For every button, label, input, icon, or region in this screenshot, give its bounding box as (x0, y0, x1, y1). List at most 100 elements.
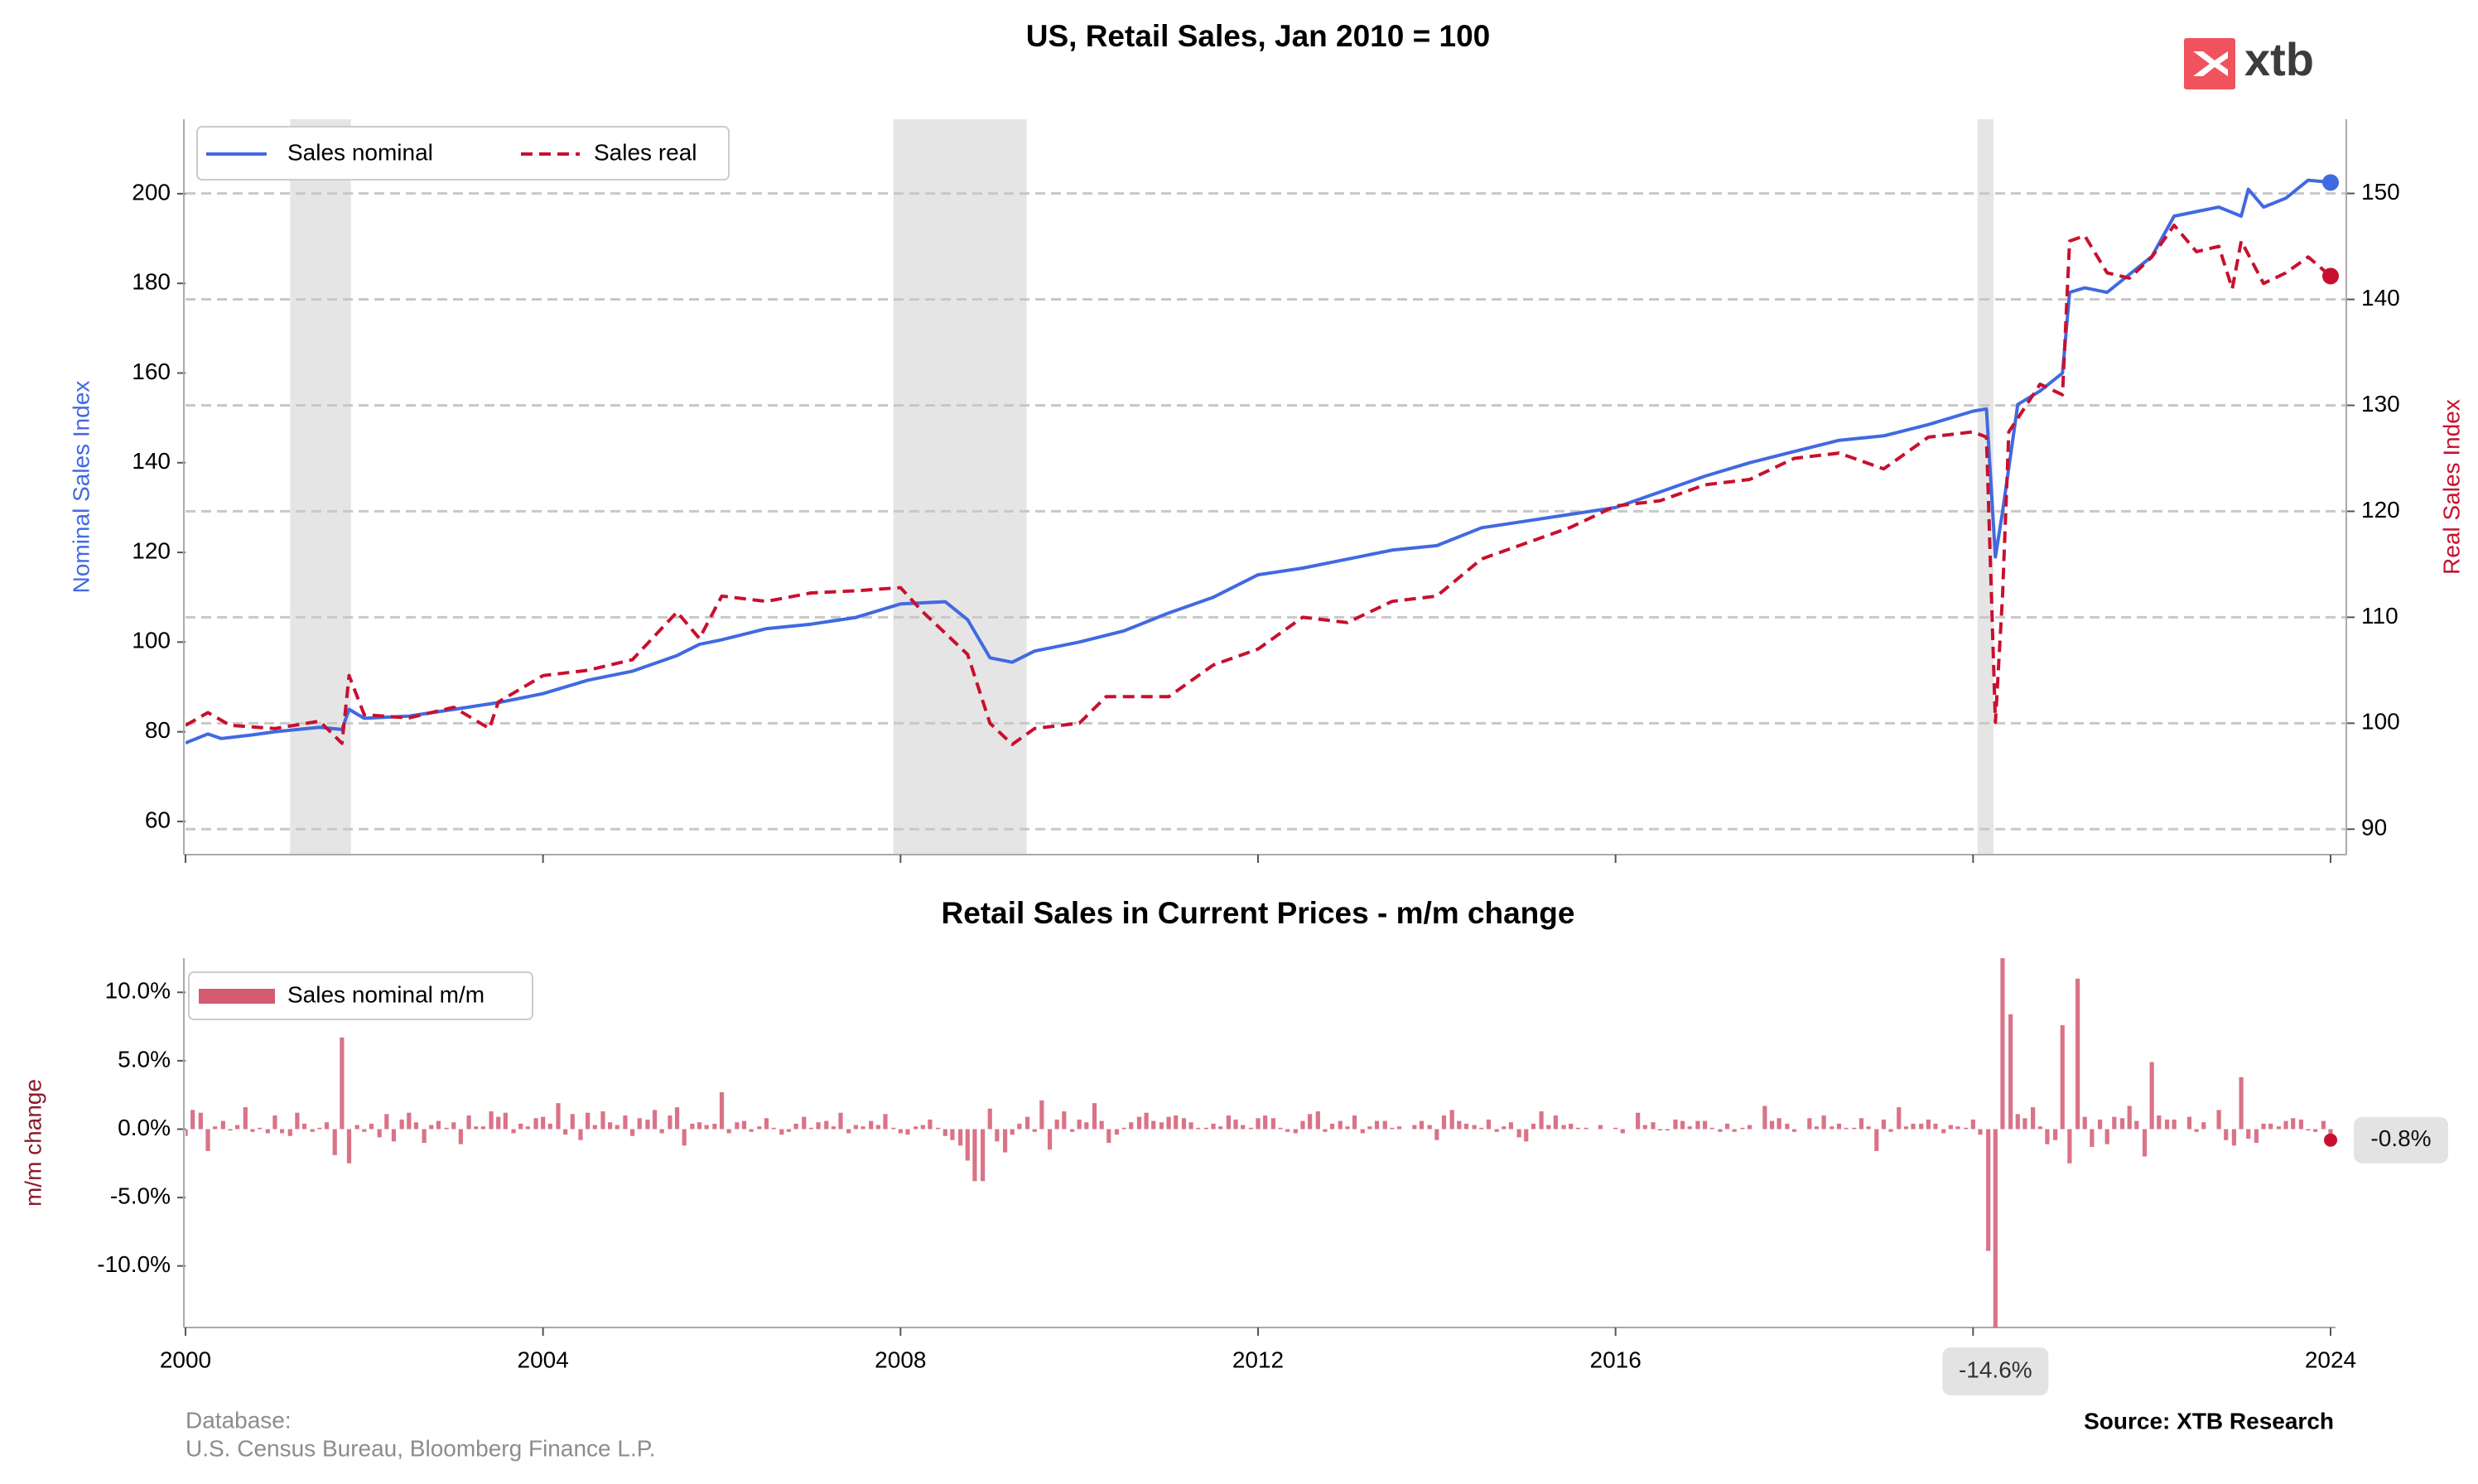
bar (2194, 1129, 2199, 1132)
bar (1211, 1123, 1216, 1130)
bar (1584, 1127, 1589, 1130)
bar (1084, 1122, 1089, 1130)
y-tick-label: 140 (132, 448, 171, 474)
bar (205, 1129, 210, 1151)
y2-axis-label: Real Sales Index (2438, 399, 2464, 575)
bar (1024, 1116, 1030, 1130)
bar (1144, 1112, 1149, 1130)
bar (340, 1037, 345, 1130)
bar (2157, 1115, 2162, 1130)
y2-tick-label: 120 (2361, 497, 2400, 523)
bar (511, 1129, 516, 1134)
bar (2031, 1107, 2036, 1130)
bar (1546, 1125, 1551, 1130)
bar (1069, 1129, 1075, 1132)
bar (1821, 1115, 1826, 1130)
bar (2008, 1014, 2013, 1130)
bar (1718, 1129, 1723, 1132)
bar (712, 1123, 717, 1130)
bar (1911, 1123, 1916, 1130)
bar (1740, 1127, 1745, 1130)
bar (1047, 1129, 1053, 1150)
background-layer (186, 119, 2346, 855)
bar (981, 1129, 986, 1182)
bar (1218, 1126, 1223, 1130)
bar (525, 1126, 530, 1130)
bar (1970, 1119, 1975, 1130)
bar (220, 1120, 225, 1130)
bar (1106, 1129, 1111, 1143)
bar (213, 1126, 218, 1130)
bar (690, 1123, 695, 1130)
legend-label: Sales real (594, 139, 697, 165)
bar (719, 1091, 725, 1130)
bar (1472, 1125, 1477, 1130)
bar (771, 1127, 776, 1130)
bar (1575, 1127, 1580, 1130)
bar (1329, 1123, 1335, 1130)
bar (1502, 1126, 1507, 1130)
bar (2104, 1129, 2109, 1144)
bar (186, 1129, 188, 1136)
bar (1665, 1129, 1670, 1131)
shaded-period (1977, 119, 1994, 855)
bar (629, 1129, 635, 1136)
bar (2246, 1129, 2251, 1140)
bar (1494, 1129, 1499, 1132)
bar (816, 1122, 821, 1130)
bar (645, 1119, 650, 1130)
bar (936, 1127, 941, 1130)
bar (1129, 1122, 1134, 1130)
bar (1226, 1115, 1231, 1130)
bar (1673, 1119, 1678, 1130)
bar (1062, 1111, 1067, 1130)
bar (2172, 1119, 2177, 1130)
bar (1814, 1126, 1820, 1130)
bar (965, 1129, 970, 1161)
legend: Sales nominal m/m (188, 971, 533, 1020)
bar (518, 1123, 523, 1130)
bar (2291, 1118, 2296, 1130)
bar (1858, 1118, 1864, 1130)
bar (586, 1112, 591, 1130)
bar (190, 1110, 195, 1130)
bar (793, 1123, 798, 1130)
bar (987, 1108, 992, 1130)
bar (1174, 1115, 1179, 1130)
bar (2164, 1119, 2170, 1130)
bar (570, 1114, 575, 1130)
bar (1769, 1120, 1775, 1130)
bar (1844, 1127, 1849, 1130)
bar (369, 1123, 374, 1130)
bar (2268, 1123, 2273, 1130)
bar (2022, 1118, 2027, 1130)
bar (1449, 1110, 1454, 1130)
bar (2037, 1126, 2042, 1130)
bar (1092, 1103, 1097, 1130)
y-tick-label: 180 (132, 269, 171, 295)
bar (928, 1119, 933, 1130)
x-tick-label: 2012 (1232, 1347, 1284, 1372)
bar (1077, 1119, 1082, 1130)
bar (1412, 1125, 1417, 1130)
value-label-box (1942, 1347, 2049, 1395)
bar (1196, 1127, 1201, 1130)
bar (2149, 1062, 2154, 1130)
bar (1032, 1129, 1037, 1132)
bar (198, 1112, 203, 1130)
bar (354, 1125, 359, 1130)
bar (1658, 1129, 1663, 1131)
bar (2112, 1116, 2117, 1130)
bar (1941, 1129, 1946, 1134)
bar (2142, 1129, 2148, 1157)
bar (1897, 1107, 1902, 1130)
bar (697, 1122, 702, 1130)
y-tick-label: -5.0% (110, 1183, 171, 1208)
plot-layer: 90 100 110 120 130 140 150 60 80 100 120 140 160 180 2… (97, 119, 2448, 1395)
bar (1039, 1100, 1044, 1130)
bar (786, 1129, 792, 1132)
x-tick-label: 2016 (1590, 1347, 1642, 1372)
bar (905, 1129, 910, 1135)
bar (480, 1126, 485, 1130)
line-series (186, 224, 2332, 746)
